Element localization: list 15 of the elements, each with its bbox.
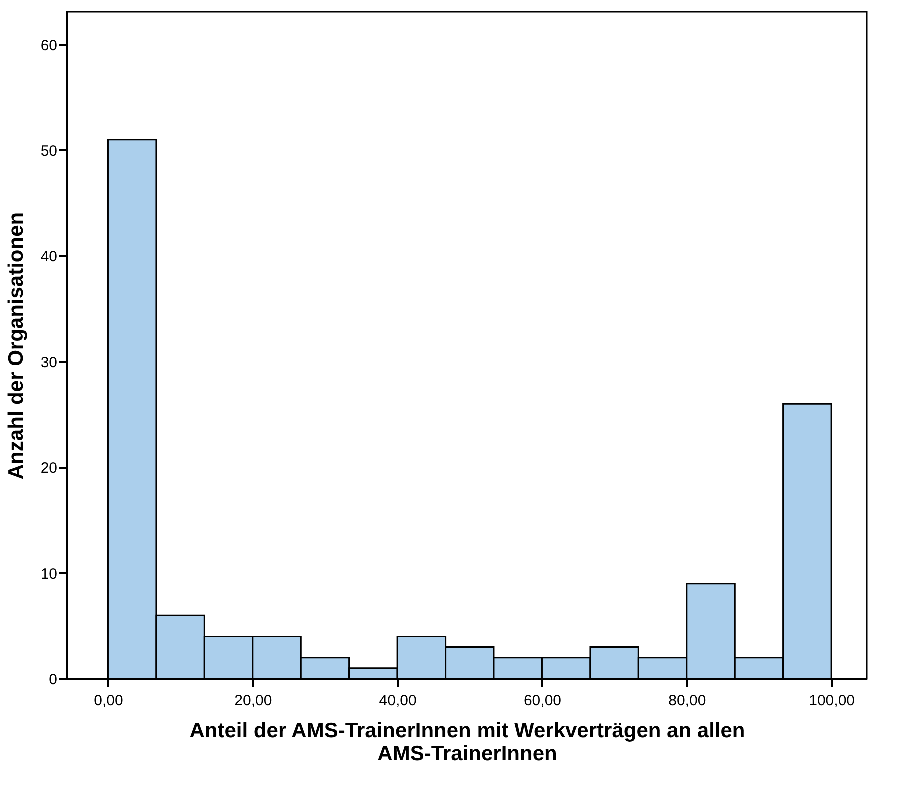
y-tick-label: 40 [40,248,58,266]
x-tick-label: 60,00 [524,692,562,710]
y-tick-label: 50 [40,142,58,160]
y-tick-label: 20 [40,460,58,478]
x-axis-title: Anteil der AMS-TrainerInnen mit Werkverträgen an allen AMS-TrainerInnen [190,720,746,766]
y-tick-label: 30 [40,354,58,372]
y-tick-label: 0 [49,672,58,688]
x-tick-label: 100,00 [809,692,855,710]
x-tick-label: 40,00 [379,692,417,710]
y-tick-label: 10 [40,566,58,583]
y-tick-label: 60 [40,37,58,54]
x-tick-label: 0,00 [94,692,124,710]
x-tick-label: 80,00 [668,692,706,710]
y-axis-title: Anzahl der Organisationen [4,212,28,480]
x-tick-label: 20,00 [234,692,272,710]
